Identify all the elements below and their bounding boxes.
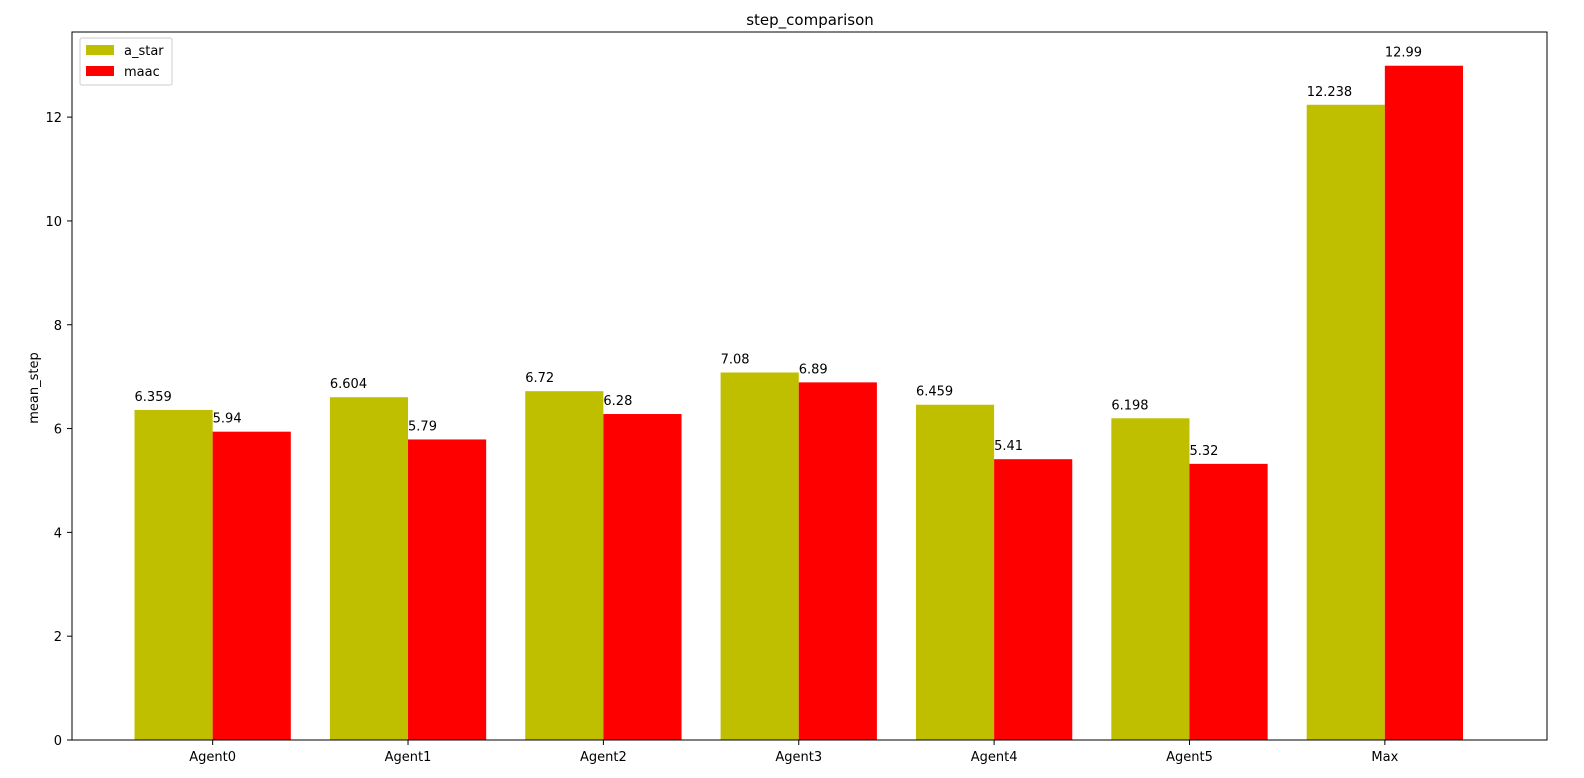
- legend-swatch-maac: [86, 66, 114, 76]
- y-axis-ticks: 0 2 4 6 8 10 12: [45, 111, 72, 749]
- data-labels-group: 6.359 5.94 6.604 5.79 6.72 6.28 7.08 6.89 6.459 5…: [135, 46, 1423, 459]
- y-tick-label-8: 8: [54, 319, 62, 334]
- data-label-maac-max: 12.99: [1385, 46, 1422, 61]
- data-label-a-star-agent0: 6.359: [135, 390, 172, 405]
- bar-a-star-agent2: [525, 391, 604, 740]
- bar-maac-agent4: [994, 459, 1073, 740]
- x-tick-label-max: Max: [1371, 750, 1398, 765]
- y-tick-label-12: 12: [45, 111, 62, 126]
- y-axis-label: mean_step: [27, 352, 42, 424]
- data-label-maac-agent1: 5.79: [408, 419, 437, 434]
- data-label-maac-agent4: 5.41: [994, 439, 1023, 454]
- legend: a_star maac: [79, 37, 173, 86]
- data-label-maac-agent2: 6.28: [603, 394, 632, 409]
- bars-group: [134, 65, 1463, 740]
- data-label-a-star-agent2: 6.72: [525, 371, 554, 386]
- bar-a-star-agent4: [915, 404, 995, 740]
- x-tick-label-agent1: Agent1: [385, 750, 432, 765]
- bar-a-star-agent3: [720, 372, 799, 740]
- y-tick-label-2: 2: [54, 630, 62, 645]
- bar-maac-agent5: [1189, 463, 1268, 740]
- data-label-maac-agent3: 6.89: [799, 362, 828, 377]
- data-label-a-star-agent3: 7.08: [721, 353, 750, 368]
- x-tick-label-agent2: Agent2: [580, 750, 627, 765]
- x-tick-label-agent0: Agent0: [189, 750, 236, 765]
- data-label-maac-agent5: 5.32: [1189, 444, 1218, 459]
- data-label-a-star-agent5: 6.198: [1111, 398, 1148, 413]
- data-label-a-star-max: 12.238: [1307, 85, 1353, 100]
- bar-a-star-agent1: [329, 397, 409, 740]
- legend-label-a-star: a_star: [124, 44, 164, 59]
- data-label-a-star-agent1: 6.604: [330, 377, 367, 392]
- chart-title: step_comparison: [746, 11, 874, 30]
- x-tick-label-agent3: Agent3: [775, 750, 822, 765]
- bar-a-star-max: [1306, 104, 1385, 740]
- bar-a-star-agent0: [134, 409, 213, 740]
- x-axis-ticks: Agent0 Agent1 Agent2 Agent3 Agent4 Agent5 Max: [189, 740, 1399, 765]
- y-tick-label-10: 10: [45, 215, 62, 230]
- bar-maac-max: [1384, 65, 1463, 740]
- bar-a-star-agent5: [1111, 418, 1190, 740]
- x-tick-label-agent4: Agent4: [971, 750, 1018, 765]
- legend-label-maac: maac: [124, 65, 160, 80]
- bar-maac-agent2: [603, 414, 682, 740]
- y-tick-label-6: 6: [54, 423, 62, 438]
- x-tick-label-agent5: Agent5: [1166, 750, 1213, 765]
- plot-frame: [71, 31, 1548, 741]
- bar-maac-agent1: [408, 439, 487, 740]
- y-tick-label-4: 4: [54, 526, 62, 541]
- bar-maac-agent3: [798, 382, 877, 740]
- y-tick-label-0: 0: [54, 734, 62, 749]
- legend-swatch-a-star: [86, 45, 114, 55]
- bar-maac-agent0: [212, 431, 291, 740]
- data-label-maac-agent0: 5.94: [213, 412, 242, 427]
- data-label-a-star-agent4: 6.459: [916, 385, 953, 400]
